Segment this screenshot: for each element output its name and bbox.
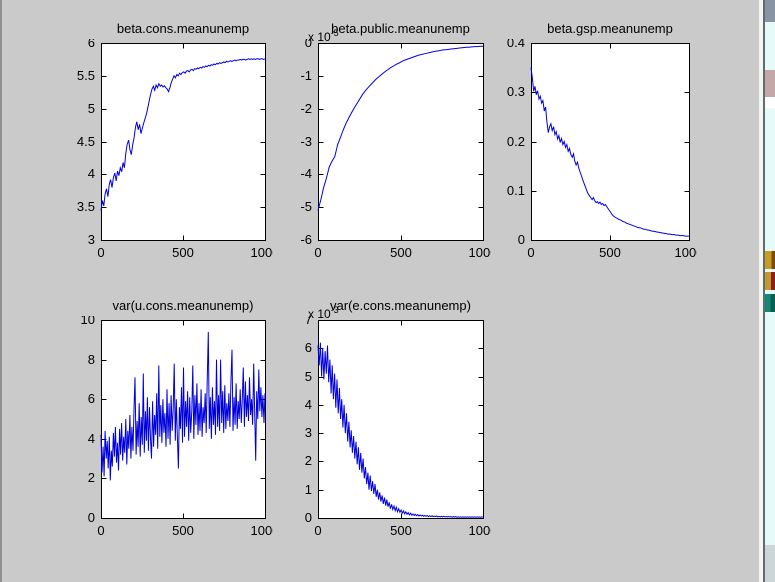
desktop-bottom-patch <box>765 545 775 582</box>
svg-text:-1: -1 <box>300 68 312 83</box>
svg-text:0.2: 0.2 <box>507 134 525 149</box>
exponent-power: -3 <box>330 305 339 315</box>
svg-text:3.5: 3.5 <box>77 199 95 214</box>
svg-text:5: 5 <box>305 369 312 384</box>
svg-text:5: 5 <box>88 101 95 116</box>
desktop-icon-fragment-1[interactable] <box>765 251 775 269</box>
svg-text:-6: -6 <box>300 232 312 247</box>
svg-text:2: 2 <box>88 470 95 485</box>
desktop-white-patch <box>765 97 775 108</box>
desktop-icon-fragment-2[interactable] <box>765 272 775 290</box>
svg-text:0: 0 <box>314 523 321 538</box>
subplot-4-title: var(u.cons.meanunemp) <box>112 298 254 313</box>
svg-text:-3: -3 <box>300 134 312 149</box>
svg-text:3: 3 <box>305 425 312 440</box>
svg-text:500: 500 <box>390 245 412 260</box>
svg-text:4: 4 <box>305 397 312 412</box>
matlab-figure-window: beta.cons.meanunemp beta.public.meanunem… <box>0 0 759 582</box>
svg-text:6: 6 <box>88 391 95 406</box>
svg-text:500: 500 <box>390 523 412 538</box>
svg-text:10: 10 <box>81 316 95 327</box>
desktop-top-patch <box>765 0 775 22</box>
svg-text:5.5: 5.5 <box>77 68 95 83</box>
svg-text:6: 6 <box>88 39 95 50</box>
svg-text:1: 1 <box>305 482 312 497</box>
svg-text:8: 8 <box>88 352 95 367</box>
svg-text:7: 7 <box>305 316 312 327</box>
svg-text:500: 500 <box>172 245 194 260</box>
svg-text:-5: -5 <box>300 199 312 214</box>
subplot-1-title: beta.cons.meanunemp <box>116 21 250 36</box>
exponent-prefix: x 10 <box>308 30 331 44</box>
window-edge-border <box>763 0 765 582</box>
exponent-power: -5 <box>330 28 339 38</box>
svg-text:0: 0 <box>88 510 95 525</box>
svg-text:4.5: 4.5 <box>77 134 95 149</box>
subplot-3-title: beta.gsp.meanunemp <box>547 21 673 36</box>
svg-text:2: 2 <box>305 453 312 468</box>
svg-text:0.1: 0.1 <box>507 183 525 198</box>
svg-text:500: 500 <box>599 245 621 260</box>
svg-text:0.4: 0.4 <box>507 39 525 50</box>
svg-text:0: 0 <box>527 245 534 260</box>
svg-text:0: 0 <box>305 39 312 50</box>
svg-text:4: 4 <box>88 166 95 181</box>
svg-text:0: 0 <box>314 245 321 260</box>
svg-text:4: 4 <box>88 431 95 446</box>
svg-text:-4: -4 <box>300 166 312 181</box>
subplot-2-title: beta.public.meanunemp <box>331 21 470 36</box>
svg-text:0.3: 0.3 <box>507 84 525 99</box>
subplot-5-exponent-label: x 10-3 <box>308 303 339 321</box>
svg-text:500: 500 <box>172 523 194 538</box>
desktop-pink-patch <box>765 70 775 97</box>
svg-text:0: 0 <box>518 232 525 247</box>
desktop-icon-fragment-3[interactable] <box>765 294 775 312</box>
window-edge-highlight <box>759 0 763 582</box>
svg-text:0: 0 <box>305 510 312 525</box>
subplot-2-exponent-label: x 10-5 <box>308 26 339 44</box>
svg-text:3: 3 <box>88 232 95 247</box>
svg-text:0: 0 <box>97 523 104 538</box>
svg-text:0: 0 <box>97 245 104 260</box>
desktop-edge-strip <box>765 0 775 582</box>
subplot-5-title: var(e.cons.meanunemp) <box>330 298 471 313</box>
svg-text:6: 6 <box>305 340 312 355</box>
exponent-prefix: x 10 <box>308 307 331 321</box>
svg-text:-2: -2 <box>300 101 312 116</box>
